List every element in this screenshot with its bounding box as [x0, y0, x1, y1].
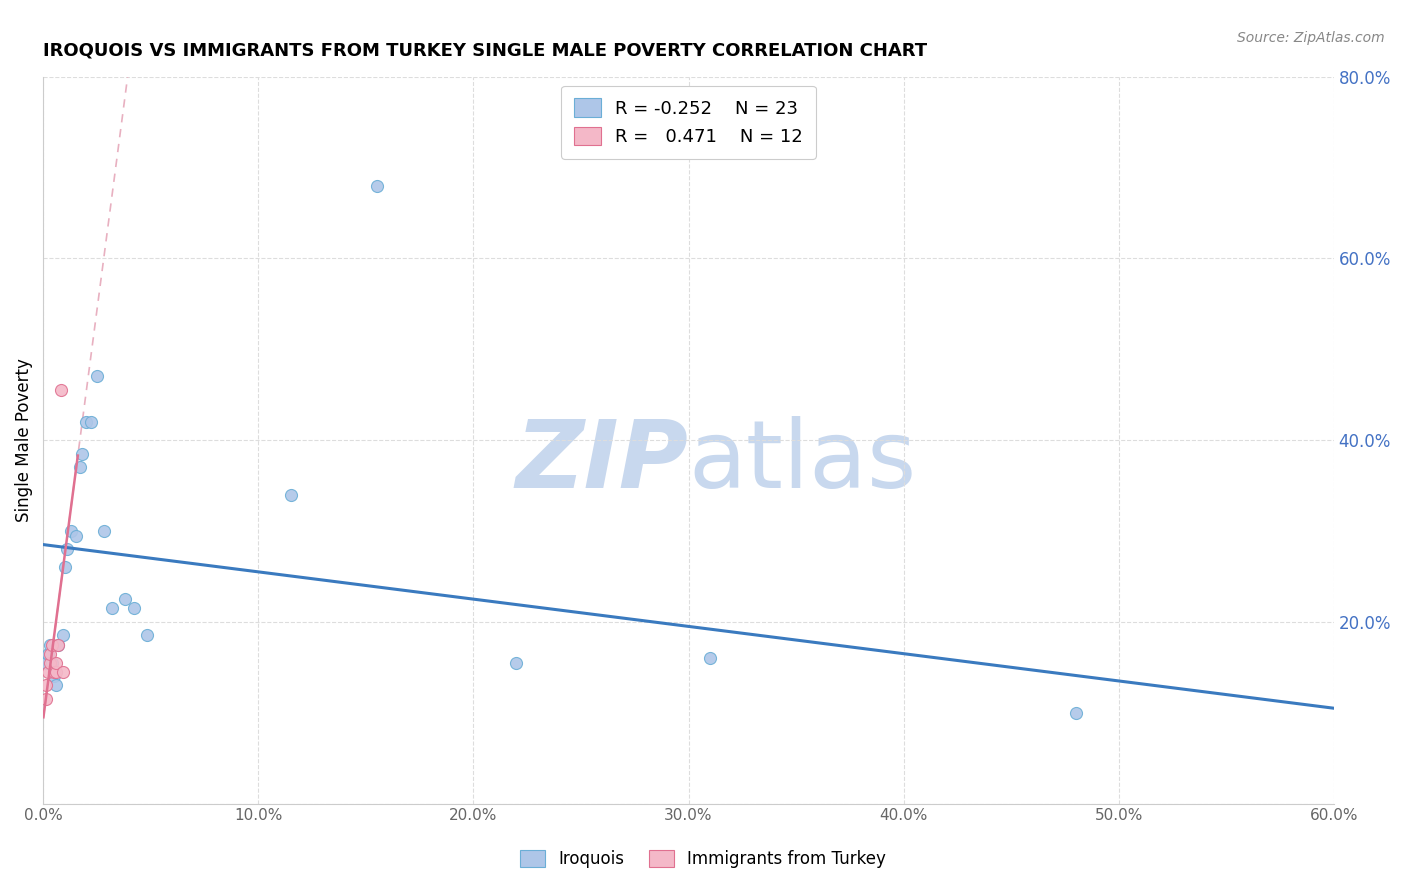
Point — [34, 692, 56, 706]
Point — [48, 638, 70, 652]
Legend: Iroquois, Immigrants from Turkey: Iroquois, Immigrants from Turkey — [513, 843, 893, 875]
Point — [70, 447, 93, 461]
Point — [135, 628, 157, 642]
Point — [101, 601, 124, 615]
Point — [38, 647, 60, 661]
Point — [60, 524, 83, 538]
Point — [41, 638, 63, 652]
Point — [52, 665, 75, 679]
Point — [69, 460, 91, 475]
Point — [44, 669, 66, 683]
Point — [53, 560, 76, 574]
Point — [93, 524, 115, 538]
Legend: R = -0.252    N = 23, R =   0.471    N = 12: R = -0.252 N = 23, R = 0.471 N = 12 — [561, 86, 815, 159]
Point — [45, 678, 67, 692]
Point — [37, 647, 59, 661]
Point — [75, 415, 97, 429]
Point — [280, 488, 302, 502]
Text: IROQUOIS VS IMMIGRANTS FROM TURKEY SINGLE MALE POVERTY CORRELATION CHART: IROQUOIS VS IMMIGRANTS FROM TURKEY SINGL… — [44, 42, 928, 60]
Point — [38, 656, 60, 670]
Point — [65, 528, 87, 542]
Text: Source: ZipAtlas.com: Source: ZipAtlas.com — [1237, 31, 1385, 45]
Point — [44, 665, 66, 679]
Point — [56, 542, 79, 557]
Point — [41, 656, 63, 670]
Point — [45, 656, 67, 670]
Point — [34, 656, 56, 670]
Point — [45, 665, 67, 679]
Point — [366, 178, 388, 193]
Point — [114, 592, 136, 607]
Point — [48, 638, 70, 652]
Point — [699, 651, 721, 665]
Text: atlas: atlas — [689, 416, 917, 508]
Point — [34, 678, 56, 692]
Text: ZIP: ZIP — [516, 416, 689, 508]
Point — [52, 628, 75, 642]
Point — [1064, 706, 1087, 720]
Point — [37, 665, 59, 679]
Point — [122, 601, 145, 615]
Point — [38, 638, 60, 652]
Point — [80, 415, 103, 429]
Point — [505, 656, 527, 670]
Point — [49, 383, 72, 397]
Y-axis label: Single Male Poverty: Single Male Poverty — [15, 359, 32, 522]
Point — [86, 369, 108, 384]
